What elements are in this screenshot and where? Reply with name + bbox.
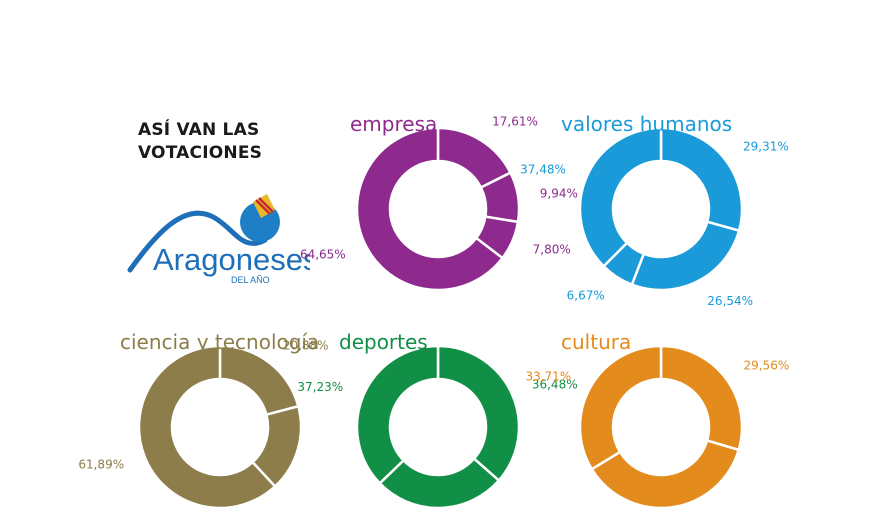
- headline-line-1: ASÍ VAN LAS: [138, 120, 260, 140]
- donut-segment: [355, 126, 505, 292]
- donut-value-label: 9,94%: [540, 186, 578, 200]
- donut-segment: [436, 344, 521, 483]
- headline: ASÍ VAN LAS VOTACIONES: [138, 119, 262, 165]
- chart-empresa: 17,61% 9,94% 7,80% 64,65% empresa: [300, 112, 578, 312]
- headline-line-2: VOTACIONES: [138, 143, 263, 163]
- donut-segment: [578, 344, 663, 471]
- donut-value-label: 64,65%: [300, 248, 346, 262]
- donut-segment: [630, 220, 741, 292]
- donut-svg: 20,88% 61,89%: [78, 338, 329, 510]
- chart-title: empresa: [350, 112, 438, 136]
- donut-segment: [218, 344, 300, 417]
- chart-title: cultura: [561, 330, 632, 354]
- chart-ciencia-y-tecnologia: 20,88% 61,89% ciencia y tecnología: [78, 330, 344, 530]
- aragoneses-logo: Aragoneses DEL AÑO: [127, 194, 310, 285]
- donut-value-label: 17,61%: [492, 114, 538, 128]
- donut-value-label: 29,31%: [743, 140, 789, 154]
- donut-segment: [578, 126, 663, 268]
- donut-value-label: 37,48%: [520, 163, 566, 177]
- donut-svg: 29,31% 26,54% 6,67% 37,48%: [520, 126, 789, 308]
- logo-subtitle: DEL AÑO: [231, 275, 270, 285]
- donut-segment: [355, 344, 440, 486]
- donut-svg: 17,61% 9,94% 7,80% 64,65%: [300, 114, 578, 292]
- donut-segment: [590, 439, 741, 510]
- chart-title: ciencia y tecnología: [120, 330, 320, 354]
- donut-value-label: 6,67%: [567, 288, 605, 302]
- donut-value-label: 36,48%: [532, 378, 578, 392]
- chart-title: deportes: [339, 330, 428, 354]
- donut-value-label: 29,56%: [743, 358, 789, 372]
- chart-cultura: 29,56% 33,71% cultura: [525, 330, 789, 530]
- logo-swoosh: [127, 210, 268, 273]
- donut-value-label: 61,89%: [78, 458, 124, 472]
- chart-title: valores humanos: [561, 112, 733, 136]
- logo-name: Aragoneses: [153, 242, 310, 277]
- donut-value-label: 26,54%: [707, 294, 753, 308]
- chart-deportes: 36,48% 37,23% deportes: [297, 330, 578, 530]
- donut-value-label: 33,71%: [525, 370, 571, 384]
- chart-valores-humanos: 29,31% 26,54% 6,67% 37,48% valores humanos: [520, 112, 789, 312]
- donut-segment: [659, 126, 744, 233]
- donut-svg: 29,56% 33,71%: [525, 344, 789, 510]
- donut-value-label: 7,80%: [533, 243, 571, 257]
- donut-value-label: 20,88%: [283, 338, 329, 352]
- donut-svg: 36,48% 37,23%: [297, 344, 578, 510]
- donut-segment: [659, 344, 744, 452]
- donut-value-label: 37,23%: [297, 380, 343, 394]
